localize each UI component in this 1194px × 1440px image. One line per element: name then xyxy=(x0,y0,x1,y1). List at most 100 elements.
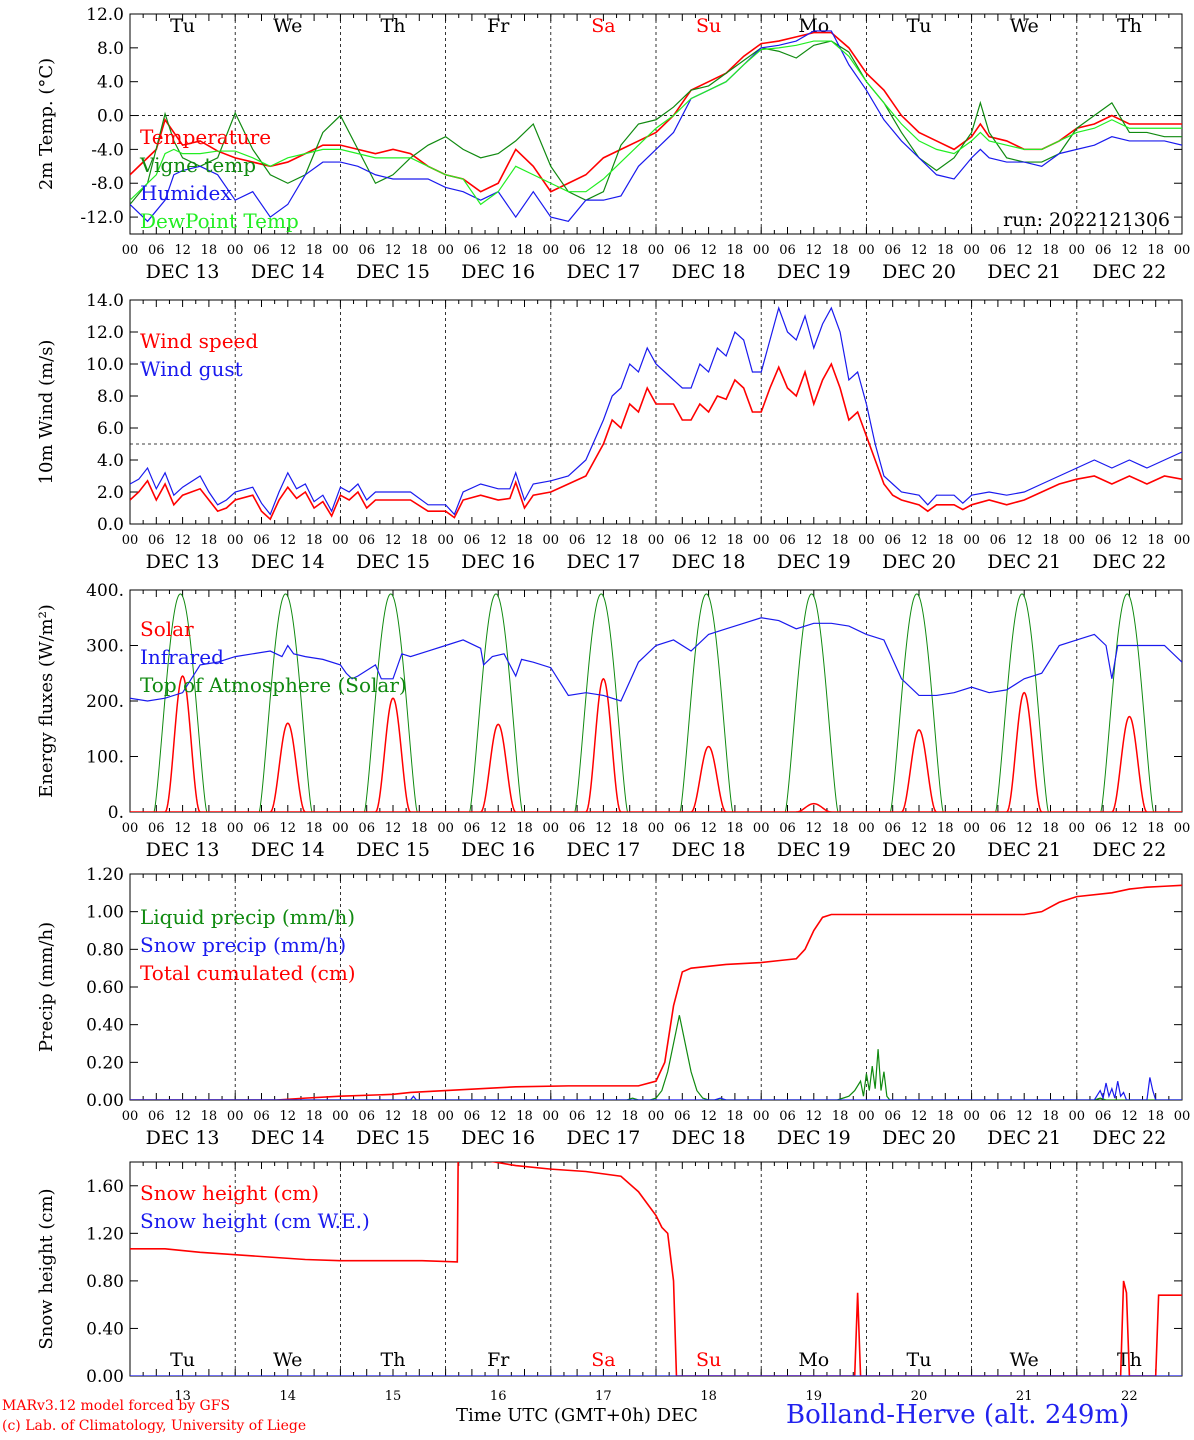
series-line-snow-precip-mm-h- xyxy=(130,1077,1182,1100)
x-hour-label: 06 xyxy=(1095,243,1112,258)
x-day-label: DEC 20 xyxy=(882,261,956,283)
x-hour-label: 06 xyxy=(464,821,481,836)
x-hour-label: 00 xyxy=(858,243,875,258)
x-hour-label: 18 xyxy=(306,243,323,258)
x-day-label: DEC 18 xyxy=(672,261,746,283)
x-hour-label: 12 xyxy=(490,533,507,548)
x-hour-label: 18 xyxy=(201,533,218,548)
toa-solar-line xyxy=(153,593,208,812)
x-hour-label: 18 xyxy=(1147,1109,1164,1124)
x-hour-label: 06 xyxy=(148,821,165,836)
x-hour-label: 12 xyxy=(595,243,612,258)
day-number-label: 18 xyxy=(700,1389,717,1404)
y-tick-label: 8.0 xyxy=(97,387,124,407)
solar-line xyxy=(796,802,832,812)
x-hour-label: 00 xyxy=(1069,821,1086,836)
day-number-label: 22 xyxy=(1121,1389,1138,1404)
x-day-label: DEC 14 xyxy=(251,551,325,573)
x-hour-label: 12 xyxy=(385,1109,402,1124)
x-hour-label: 18 xyxy=(727,1109,744,1124)
x-hour-label: 12 xyxy=(1121,533,1138,548)
x-hour-label: 18 xyxy=(306,533,323,548)
x-hour-label: 18 xyxy=(1042,821,1059,836)
x-day-label: DEC 20 xyxy=(882,551,956,573)
y-axis-label: Precip (mm/h) xyxy=(36,922,57,1052)
x-hour-label: 00 xyxy=(1174,533,1191,548)
x-hour-label: 06 xyxy=(990,1109,1007,1124)
x-day-label: DEC 19 xyxy=(777,1127,851,1149)
weekday-label: We xyxy=(273,15,302,37)
weekday-label: Th xyxy=(381,15,406,37)
x-day-label: DEC 20 xyxy=(882,839,956,861)
x-hour-label: 18 xyxy=(201,1109,218,1124)
x-hour-label: 06 xyxy=(990,821,1007,836)
y-tick-label: 1.00 xyxy=(86,903,124,923)
x-hour-label: 00 xyxy=(332,533,349,548)
toa-solar-line xyxy=(574,593,628,812)
series-line-vigne-temp xyxy=(130,40,1182,205)
x-hour-label: 00 xyxy=(858,821,875,836)
x-hour-label: 12 xyxy=(806,821,823,836)
x-hour-label: 18 xyxy=(832,1109,849,1124)
x-hour-label: 00 xyxy=(437,533,454,548)
x-hour-label: 06 xyxy=(674,1109,691,1124)
x-hour-label: 18 xyxy=(411,243,428,258)
x-hour-label: 06 xyxy=(358,821,375,836)
y-tick-label: 0.0 xyxy=(97,107,124,127)
x-hour-label: 00 xyxy=(543,821,560,836)
x-hour-label: 12 xyxy=(174,1109,191,1124)
legend-entry: Snow height (cm W.E.) xyxy=(140,1209,370,1233)
y-tick-label: 0.80 xyxy=(86,940,124,960)
day-number-label: 19 xyxy=(806,1389,823,1404)
x-day-label: DEC 17 xyxy=(566,1127,640,1149)
x-hour-label: 18 xyxy=(411,1109,428,1124)
day-number-label: 20 xyxy=(911,1389,928,1404)
x-hour-label: 18 xyxy=(832,821,849,836)
panel-wind: 14.0 12.0 10.0 8.0 6.0 4.0 2.0 0.0 10m Wind (m/s… xyxy=(36,291,1190,573)
y-tick-label: -4.0 xyxy=(91,140,124,160)
plot-area xyxy=(130,30,1182,223)
x-hour-label: 12 xyxy=(806,243,823,258)
weekday-label: Su xyxy=(696,15,721,37)
x-hour-label: 18 xyxy=(411,821,428,836)
weekday-label: Su xyxy=(696,1349,721,1371)
toa-solar-line xyxy=(258,593,313,812)
solar-line xyxy=(690,745,727,812)
y-tick-label: 4.0 xyxy=(97,451,124,471)
legend-entry: Wind speed xyxy=(140,329,258,353)
y-tick-label: -12.0 xyxy=(80,208,124,228)
x-hour-label: 12 xyxy=(1016,243,1033,258)
x-day-label: DEC 22 xyxy=(1092,551,1166,573)
x-hour-label: 00 xyxy=(963,243,980,258)
x-hour-label: 12 xyxy=(280,821,297,836)
panel-temp: 12.0 8.0 4.0 0.0 -4.0 -8.0 -12.0 2m Temp. (°C) 0… xyxy=(36,5,1190,283)
y-tick-label: 4.0 xyxy=(97,73,124,93)
toa-solar-line xyxy=(1100,593,1154,812)
weekday-label: We xyxy=(273,1349,302,1371)
x-hour-label: 06 xyxy=(358,533,375,548)
y-tick-label: 0.0 xyxy=(97,515,124,535)
x-hour-label: 12 xyxy=(174,533,191,548)
x-hour-label: 00 xyxy=(227,533,244,548)
plot-frame xyxy=(129,299,1183,525)
solar-line xyxy=(269,722,306,812)
weekday-label: Fr xyxy=(487,1349,510,1371)
x-hour-label: 06 xyxy=(1095,821,1112,836)
x-day-label: DEC 13 xyxy=(146,261,220,283)
x-hour-label: 00 xyxy=(858,1109,875,1124)
x-hour-label: 12 xyxy=(280,533,297,548)
x-hour-label: 12 xyxy=(490,1109,507,1124)
y-axis-label: 2m Temp. (°C) xyxy=(36,58,57,190)
solar-line xyxy=(1111,715,1148,812)
x-hour-label: 12 xyxy=(700,1109,717,1124)
x-hour-label: 00 xyxy=(858,533,875,548)
y-tick-label: 10.0 xyxy=(86,355,124,375)
x-hour-label: 18 xyxy=(201,821,218,836)
y-tick-label: 100. xyxy=(86,748,124,768)
x-hour-label: 00 xyxy=(437,243,454,258)
x-day-label: DEC 21 xyxy=(987,261,1061,283)
legend-entry: DewPoint Temp xyxy=(140,209,299,233)
x-day-label: DEC 13 xyxy=(146,551,220,573)
x-day-label: DEC 16 xyxy=(461,261,535,283)
